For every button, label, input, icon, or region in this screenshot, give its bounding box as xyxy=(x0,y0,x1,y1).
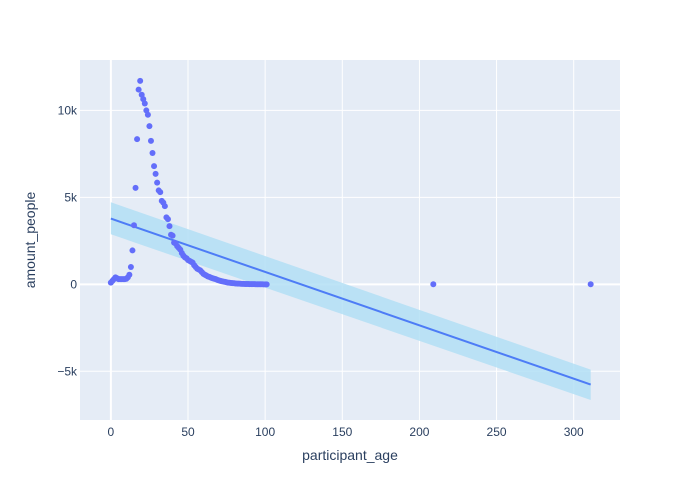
data-point xyxy=(164,216,171,223)
data-point xyxy=(144,111,151,118)
data-point xyxy=(152,170,159,177)
data-point xyxy=(131,222,137,229)
y-tick-label: 0 xyxy=(70,277,77,291)
data-point xyxy=(157,189,164,196)
trend-line-group xyxy=(110,217,592,386)
y-tick-label: 5k xyxy=(64,190,78,204)
data-point xyxy=(137,77,144,84)
x-tick-label: 250 xyxy=(487,425,507,439)
data-point xyxy=(132,184,139,191)
data-point xyxy=(146,123,153,130)
x-tick-labels: 0 50 100 150 200 250 300 xyxy=(108,425,585,439)
trend-line xyxy=(110,217,592,386)
y-tick-labels: −5k 0 5k 10k xyxy=(57,103,78,378)
data-point xyxy=(154,179,161,186)
data-point xyxy=(134,136,141,143)
y-tick-label: −5k xyxy=(57,364,78,378)
data-point xyxy=(151,163,158,170)
data-point xyxy=(127,263,134,270)
data-point xyxy=(135,86,142,93)
x-tick-label: 50 xyxy=(181,425,195,439)
data-point xyxy=(430,281,437,288)
x-tick-label: 0 xyxy=(108,425,115,439)
y-axis-title: amount_people xyxy=(22,192,38,289)
data-point xyxy=(129,247,136,254)
x-tick-label: 100 xyxy=(255,425,275,439)
data-point xyxy=(587,281,594,288)
data-point xyxy=(147,137,154,144)
data-point xyxy=(141,100,148,107)
data-point xyxy=(263,281,270,288)
data-point xyxy=(166,223,173,230)
data-point xyxy=(126,271,133,278)
x-tick-label: 150 xyxy=(332,425,352,439)
data-points xyxy=(107,77,594,288)
data-point xyxy=(161,203,168,210)
data-point xyxy=(149,150,156,157)
y-gridlines xyxy=(80,109,620,372)
x-tick-label: 200 xyxy=(409,425,429,439)
x-axis-title: participant_age xyxy=(302,447,398,463)
data-point xyxy=(169,232,176,239)
x-tick-label: 300 xyxy=(564,425,584,439)
y-tick-label: 10k xyxy=(58,103,78,117)
